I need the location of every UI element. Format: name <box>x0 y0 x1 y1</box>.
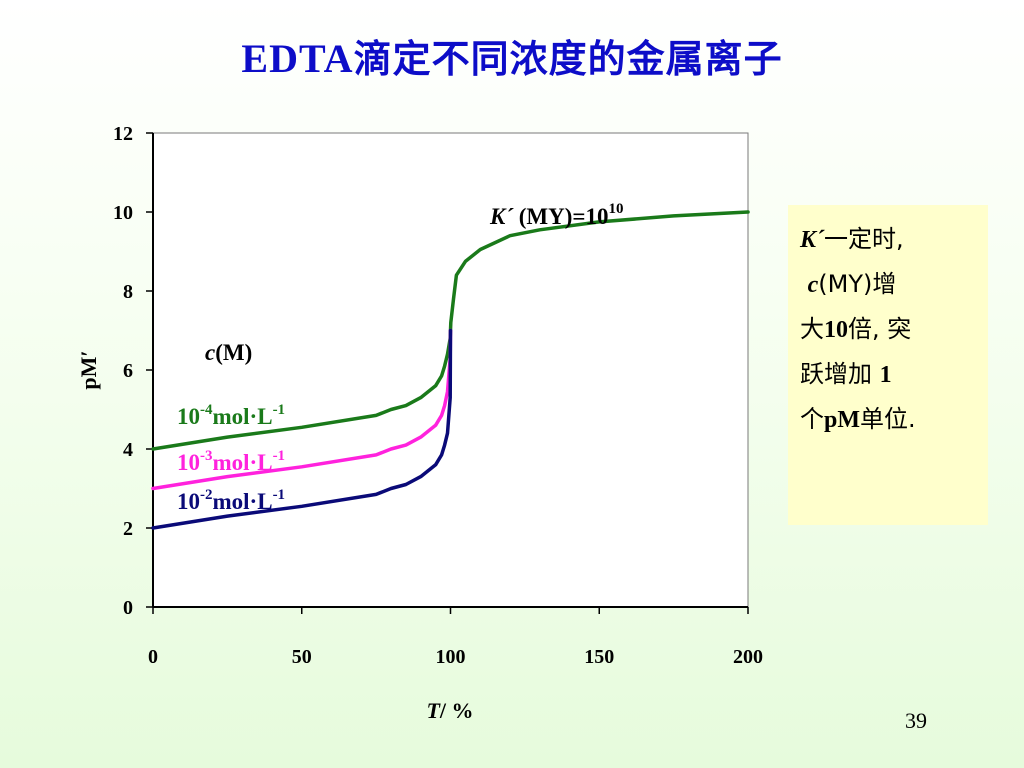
y-tick-label: 10 <box>113 202 133 224</box>
x-axis-title: T/ % <box>426 698 473 723</box>
x-tick-label: 100 <box>436 646 466 668</box>
note-line-3-b: 10 <box>824 317 848 343</box>
note-line-3-c: 倍 <box>848 315 872 343</box>
k-annotation: K´ (MY)=1010 <box>489 201 624 229</box>
note-line-5-b: pM <box>824 407 860 433</box>
series-label-1e-2-base: 10 <box>177 489 200 514</box>
note-line-4: 跃增加 1 <box>800 352 978 397</box>
note-line-1-rest: 一定时, <box>824 225 904 253</box>
note-line-2: c(MY)增 <box>800 262 978 307</box>
x-tick-label: 150 <box>584 646 614 668</box>
note-k-var: K´ <box>800 227 824 253</box>
concentration-annotation: c(M) <box>205 340 252 365</box>
curve-1e-2 <box>151 328 453 530</box>
concentration-annotation-var: c <box>205 340 215 365</box>
note-line-3: 大10倍, 突 <box>800 307 978 352</box>
y-tick-label: 12 <box>113 123 133 145</box>
concentration-annotation-rest: (M) <box>215 340 252 365</box>
series-label-1e-3-exp: -3 <box>200 448 213 464</box>
curve-1e-3 <box>151 328 453 491</box>
slide-title-rest: 滴定不同浓度的金属离子 <box>353 37 783 81</box>
series-label-1e-4-unit-exp: -1 <box>273 402 286 418</box>
series-label-1e-3-unit: mol·L <box>213 450 273 475</box>
series-label-1e-4-unit: mol·L <box>213 404 273 429</box>
k-annotation-var: K´ <box>489 204 514 229</box>
y-tick-label: 2 <box>123 518 133 540</box>
note-line-5-c: 单位. <box>860 405 916 433</box>
series-label-1e-2-exp: -2 <box>200 487 213 503</box>
series-label-1e-4-exp: -4 <box>200 402 213 418</box>
x-axis-title-var: T <box>426 698 441 723</box>
note-line-4-a: 跃增加 <box>800 360 880 388</box>
curves <box>151 210 750 530</box>
y-tick-label: 8 <box>123 281 133 303</box>
y-tick-label: 0 <box>123 597 133 619</box>
note-line-3-a: 大 <box>800 315 824 343</box>
series-label-1e-2: 10-2mol·L-1 <box>177 487 285 514</box>
series-label-1e-4: 10-4mol·L-1 <box>177 402 285 429</box>
x-tick-label: 50 <box>292 646 312 668</box>
k-annotation-rest: (MY)=10 <box>513 204 609 229</box>
note-line-5: 个pM单位. <box>800 397 978 442</box>
note-line-3-d: , 突 <box>872 315 912 343</box>
x-tick-label: 0 <box>148 646 158 668</box>
k-annotation-exp: 10 <box>609 201 624 217</box>
note-box: K´一定时, c(MY)增 大10倍, 突 跃增加 1 个pM单位. <box>788 205 988 525</box>
note-line-4-b: 1 <box>879 362 892 388</box>
note-line-2-rest: (MY)增 <box>818 270 897 298</box>
series-label-1e-2-unit: mol·L <box>213 489 273 514</box>
series-label-1e-3: 10-3mol·L-1 <box>177 448 285 475</box>
slide-title: EDTA滴定不同浓度的金属离子 <box>0 28 1024 83</box>
series-label-1e-2-unit-exp: -1 <box>273 487 286 503</box>
series-label-1e-4-base: 10 <box>177 404 200 429</box>
series-label-1e-3-unit-exp: -1 <box>273 448 286 464</box>
y-axis-title: pM′ <box>76 350 101 389</box>
x-tick-label: 200 <box>733 646 763 668</box>
x-axis-title-rest: / % <box>439 698 474 723</box>
y-tick-label: 4 <box>123 439 133 461</box>
note-line-1: K´一定时, <box>800 217 978 262</box>
note-c-var: c <box>807 272 819 298</box>
series-label-1e-3-base: 10 <box>177 450 200 475</box>
note-line-5-a: 个 <box>800 405 824 433</box>
y-tick-label: 6 <box>123 360 133 382</box>
slide-title-prefix: EDTA <box>241 36 354 81</box>
page-number: 39 <box>905 708 927 733</box>
